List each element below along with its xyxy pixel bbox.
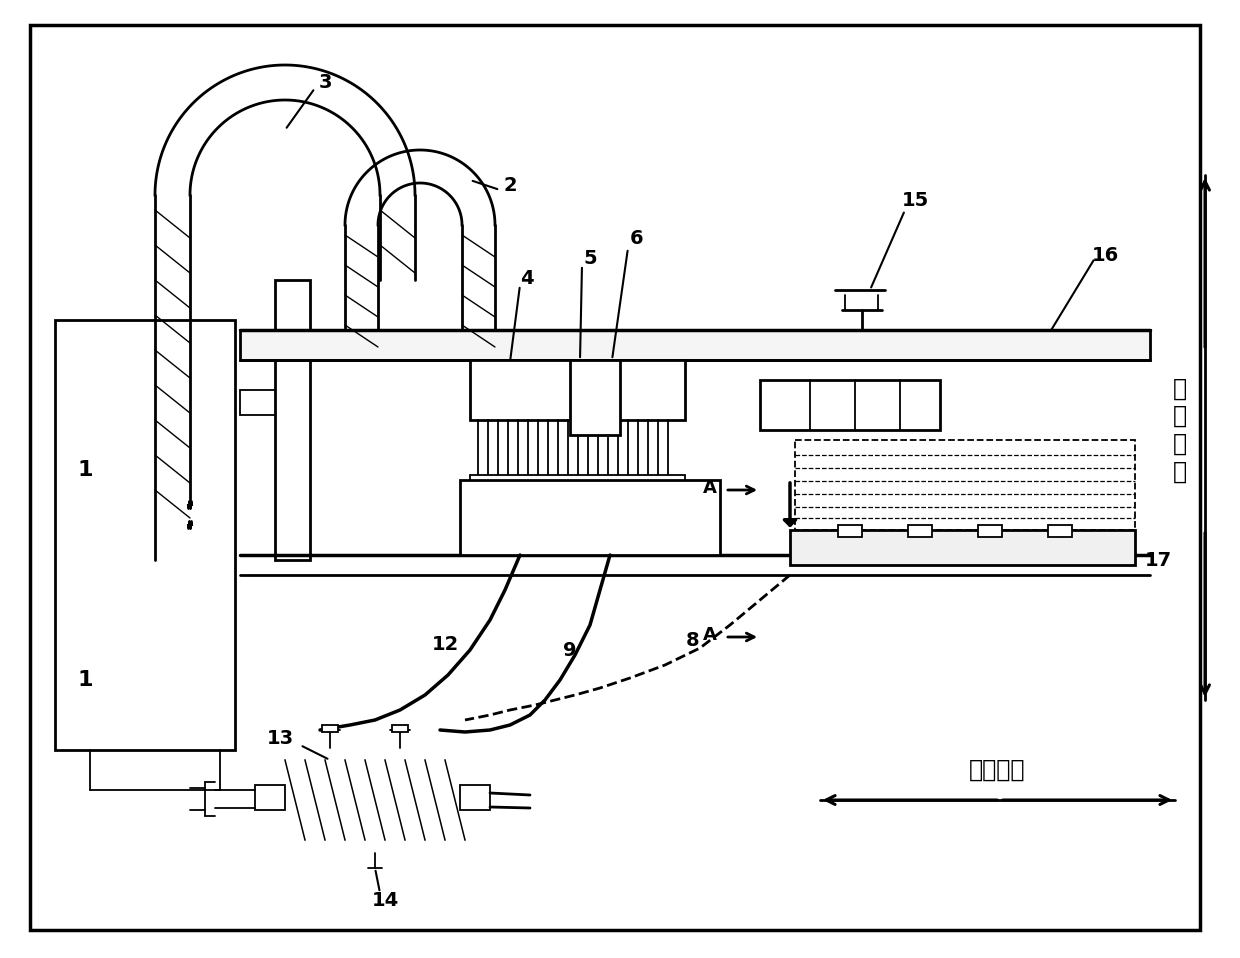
Bar (460, 785, 490, 810)
Bar (570, 360, 620, 435)
Text: 5: 5 (583, 248, 596, 267)
Polygon shape (1135, 530, 1166, 565)
Bar (795, 440, 1135, 530)
Bar (241, 390, 275, 415)
Text: 8: 8 (686, 630, 699, 650)
Polygon shape (1149, 555, 1176, 575)
Bar (470, 360, 684, 420)
Text: 1: 1 (77, 670, 93, 690)
Text: 竖
直
方
向: 竖 直 方 向 (1173, 376, 1187, 484)
Bar (1048, 525, 1073, 537)
Bar (838, 525, 862, 537)
Bar (760, 380, 940, 430)
Bar (790, 530, 1135, 565)
Bar (470, 475, 684, 489)
Text: 1: 1 (77, 460, 93, 480)
Text: 17: 17 (1145, 551, 1172, 569)
Bar (255, 785, 285, 810)
Bar (55, 320, 236, 750)
Bar (978, 525, 1002, 537)
Text: A: A (703, 479, 717, 497)
Bar (241, 330, 1149, 360)
Ellipse shape (260, 747, 490, 853)
Polygon shape (210, 555, 241, 575)
Bar (322, 725, 339, 732)
Text: 4: 4 (521, 268, 533, 287)
Text: 3: 3 (319, 73, 332, 92)
Bar (460, 480, 720, 555)
Text: A: A (703, 626, 717, 644)
Text: 水平方向: 水平方向 (968, 758, 1025, 782)
Text: 14: 14 (371, 891, 398, 909)
Text: 16: 16 (1091, 245, 1118, 264)
Text: 6: 6 (630, 229, 644, 247)
Text: 12: 12 (432, 635, 459, 654)
Bar (908, 525, 932, 537)
Bar (392, 725, 408, 732)
Text: 15: 15 (901, 191, 929, 210)
Text: 2: 2 (503, 175, 517, 194)
Bar (275, 280, 310, 560)
Text: 9: 9 (563, 641, 577, 659)
Text: 13: 13 (267, 728, 294, 747)
